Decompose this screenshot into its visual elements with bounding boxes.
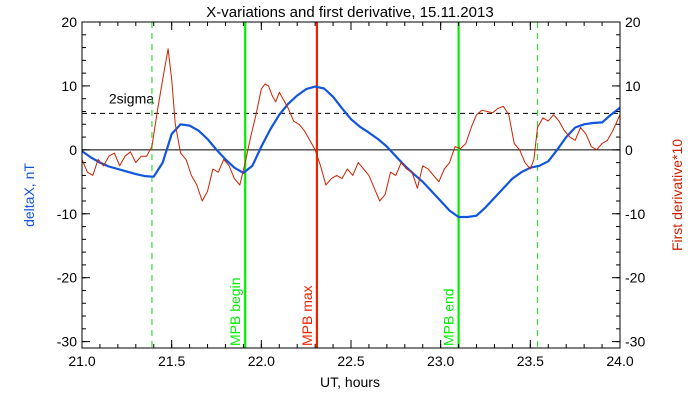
y-tick-label-left: 20 bbox=[61, 14, 77, 30]
x-axis-label: UT, hours bbox=[320, 374, 380, 390]
y-tick-label-right: -20 bbox=[625, 270, 645, 286]
x-tick-label: 23.0 bbox=[427, 353, 454, 369]
y-tick-label-left: -20 bbox=[57, 270, 77, 286]
x-tick-label: 22.5 bbox=[337, 353, 364, 369]
y-tick-label-left: -10 bbox=[57, 206, 77, 222]
series-derivative bbox=[81, 48, 621, 202]
vline-label-1: MPB begin bbox=[227, 278, 243, 346]
y-tick-label-right: 20 bbox=[625, 14, 641, 30]
vline-label-3: MPB end bbox=[441, 288, 457, 346]
x-tick-label: 24.0 bbox=[606, 353, 633, 369]
y-tick-label-right: 10 bbox=[625, 78, 641, 94]
y-tick-label-left: -30 bbox=[57, 334, 77, 350]
x-tick-label: 23.5 bbox=[517, 353, 544, 369]
y-tick-label-left: 0 bbox=[69, 142, 77, 158]
y-tick-label-right: -30 bbox=[625, 334, 645, 350]
x-tick-label: 21.5 bbox=[158, 353, 185, 369]
plot-frame bbox=[81, 21, 621, 349]
y-tick-label-right: 0 bbox=[625, 142, 633, 158]
vline-label-2: MPB max bbox=[299, 285, 315, 346]
x-tick-label: 22.0 bbox=[248, 353, 275, 369]
y-axis-label-left: deltaX, nT bbox=[21, 163, 37, 227]
x-tick-label: 21.0 bbox=[68, 353, 95, 369]
y-tick-label-right: -10 bbox=[625, 206, 645, 222]
y-tick-label-left: 10 bbox=[61, 78, 77, 94]
threshold-label: 2sigma bbox=[109, 90, 154, 106]
y-axis-label-right: First derivative*10 bbox=[669, 139, 685, 251]
series-deltaX bbox=[81, 85, 621, 219]
chart-title: X-variations and first derivative, 15.11… bbox=[206, 4, 493, 21]
plot-area: 2sigma MPB begin MPB max MPB end 21.0 21.5 22.… bbox=[57, 14, 646, 369]
